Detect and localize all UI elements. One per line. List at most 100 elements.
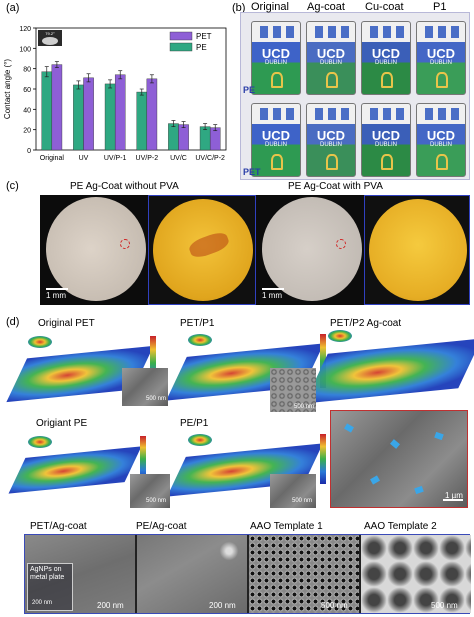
bottom-label-aao-2: AAO Template 2 (364, 521, 437, 532)
y-tick-label-4: 80 (23, 67, 31, 74)
shield-logo-text: UCD (316, 46, 346, 61)
sem-aao-template-1: 500 nm (249, 535, 359, 613)
castle-icon (260, 108, 294, 120)
harp-icon (271, 72, 283, 88)
bar-pet-2 (114, 74, 126, 151)
col-label-ag-coat: Ag-coat (307, 1, 345, 13)
topo-original-pet-thumb (28, 336, 52, 348)
sem-pet-p1: 500 nm (270, 368, 316, 412)
pe-agcoat-without-pva-photo (46, 197, 146, 301)
x-tick-label-1: UV (79, 155, 89, 162)
shield-logo-subtext: DUBLIN (264, 142, 287, 148)
shield-logo-text: UCD (261, 46, 291, 61)
topo-pet-p2-agcoat-thumb (328, 330, 352, 342)
panel-label-b: (b) (232, 2, 246, 14)
inset-agnps-scale: 200 nm (32, 600, 53, 606)
x-tick-label-0: Original (40, 155, 65, 162)
panel-label-c: (c) (6, 180, 19, 192)
contact-angle-chart: 0 20 40 60 80 100 120 Contact angle (°) Original… (3, 26, 227, 162)
harp-icon (436, 72, 448, 88)
harp-icon (326, 154, 338, 170)
scale-pet-agcoat: 200 nm (97, 601, 124, 610)
castle-icon (315, 108, 349, 120)
shield-logo-text: UCD (261, 128, 291, 143)
topo-original-pet-colorbar (150, 336, 156, 390)
legend-label-pet: PET (196, 32, 212, 41)
bar-pe-0 (41, 71, 53, 151)
label-pet-p2-agcoat: PET/P2 Ag-coat (330, 318, 402, 329)
sem-pet-p2-agcoat-zoom: 1 µm (330, 410, 468, 508)
sem-original-pet: 500 nm (122, 368, 168, 406)
castle-icon (260, 26, 294, 38)
y-tick-label-1: 20 (23, 128, 31, 135)
topo-original-pe-colorbar (140, 436, 146, 482)
y-tick-label-6: 120 (19, 26, 31, 33)
harp-icon (271, 154, 283, 170)
legend-swatch-pet (169, 31, 193, 41)
ucd-shield-pet-3: UCD DUBLIN (416, 103, 466, 177)
bar-pe-2 (104, 83, 116, 151)
scale-aao-2: 500 nm (431, 601, 458, 610)
droplet (42, 37, 58, 45)
topo-original-pe-thumb (28, 436, 52, 448)
shield-logo-text: UCD (371, 46, 401, 61)
y-tick-label-0: 0 (27, 148, 31, 155)
bar-pet-3 (146, 78, 158, 151)
row-label-pe: PE (243, 85, 256, 95)
scale-pe-agcoat: 200 nm (209, 601, 236, 610)
topo-pet-p2-agcoat (304, 338, 474, 404)
panel-c-strip: 1 mm 1 mm (40, 195, 470, 305)
row-label-pet: PET (243, 167, 261, 177)
y-tick-label-2: 40 (23, 107, 31, 114)
panel-c-title-right: PE Ag-Coat with PVA (288, 181, 383, 192)
topo-pe-p1-thumb (188, 434, 212, 446)
castle-icon (425, 108, 459, 120)
castle-icon (315, 26, 349, 38)
bottom-row-strip: AgNPs on metal plate 200 nm 200 nm 200 n… (24, 534, 471, 614)
sem-aao-template-2: 500 nm (361, 535, 471, 613)
droplet-angle-text: 79.2° (45, 31, 55, 36)
ucd-shield-pet-0: UCD DUBLIN (251, 103, 301, 177)
bar-pet-1 (83, 77, 94, 151)
sem-pe-agcoat: 200 nm (137, 535, 247, 613)
inset-agnps-note: AgNPs on metal plate (30, 566, 65, 581)
bar-pe-5 (199, 126, 211, 151)
scale-line-left (46, 288, 68, 290)
sem-scale-pet-p1: 500 nm (294, 404, 315, 410)
legend-label-pe: PE (196, 43, 207, 52)
x-tick-label-2: UV/P-1 (104, 155, 127, 162)
y-tick-label-5: 100 (19, 46, 31, 53)
castle-icon (370, 26, 404, 38)
label-original-pe: Origiant PE (36, 418, 88, 429)
bar-pet-4 (178, 124, 189, 151)
harp-icon (381, 72, 393, 88)
harp-icon (436, 154, 448, 170)
label-pe-p1: PE/P1 (180, 418, 209, 429)
shield-logo-subtext: DUBLIN (319, 142, 342, 148)
col-label-original: Original (251, 1, 289, 13)
topo-original-pe (8, 446, 142, 494)
sem-pe-p1: 500 nm (270, 474, 316, 508)
legend-swatch-pe (169, 42, 193, 52)
ucd-shield-pet-1: UCD DUBLIN (306, 103, 356, 177)
panel-b-photos: Original Ag-coat Cu-coat P1 UCD DUBLIN UCD… (240, 1, 470, 180)
label-original-pet: Original PET (38, 318, 95, 329)
bar-pe-3 (136, 91, 148, 151)
shield-logo-subtext: DUBLIN (374, 60, 397, 66)
y-axis-label: Contact angle (°) (3, 59, 12, 119)
bottom-label-aao-1: AAO Template 1 (250, 521, 323, 532)
harp-icon (326, 72, 338, 88)
col-label-cu-coat: Cu-coat (365, 1, 404, 13)
scale-bar-right: 1 mm (262, 291, 282, 300)
shield-logo-subtext: DUBLIN (319, 60, 342, 66)
sem-scale-original-pe: 500 nm (146, 498, 167, 504)
zoom-box-right (364, 195, 470, 305)
castle-icon (425, 26, 459, 38)
col-label-p1: P1 (433, 1, 447, 13)
scale-aao-1: 500 nm (321, 601, 348, 610)
zoom-marker-right (336, 239, 346, 249)
bottom-label-pe-agcoat: PE/Ag-coat (136, 521, 187, 532)
topo-pet-p1-thumb (188, 334, 212, 346)
shield-logo-text: UCD (426, 46, 456, 61)
scale-bar-left: 1 mm (46, 291, 66, 300)
